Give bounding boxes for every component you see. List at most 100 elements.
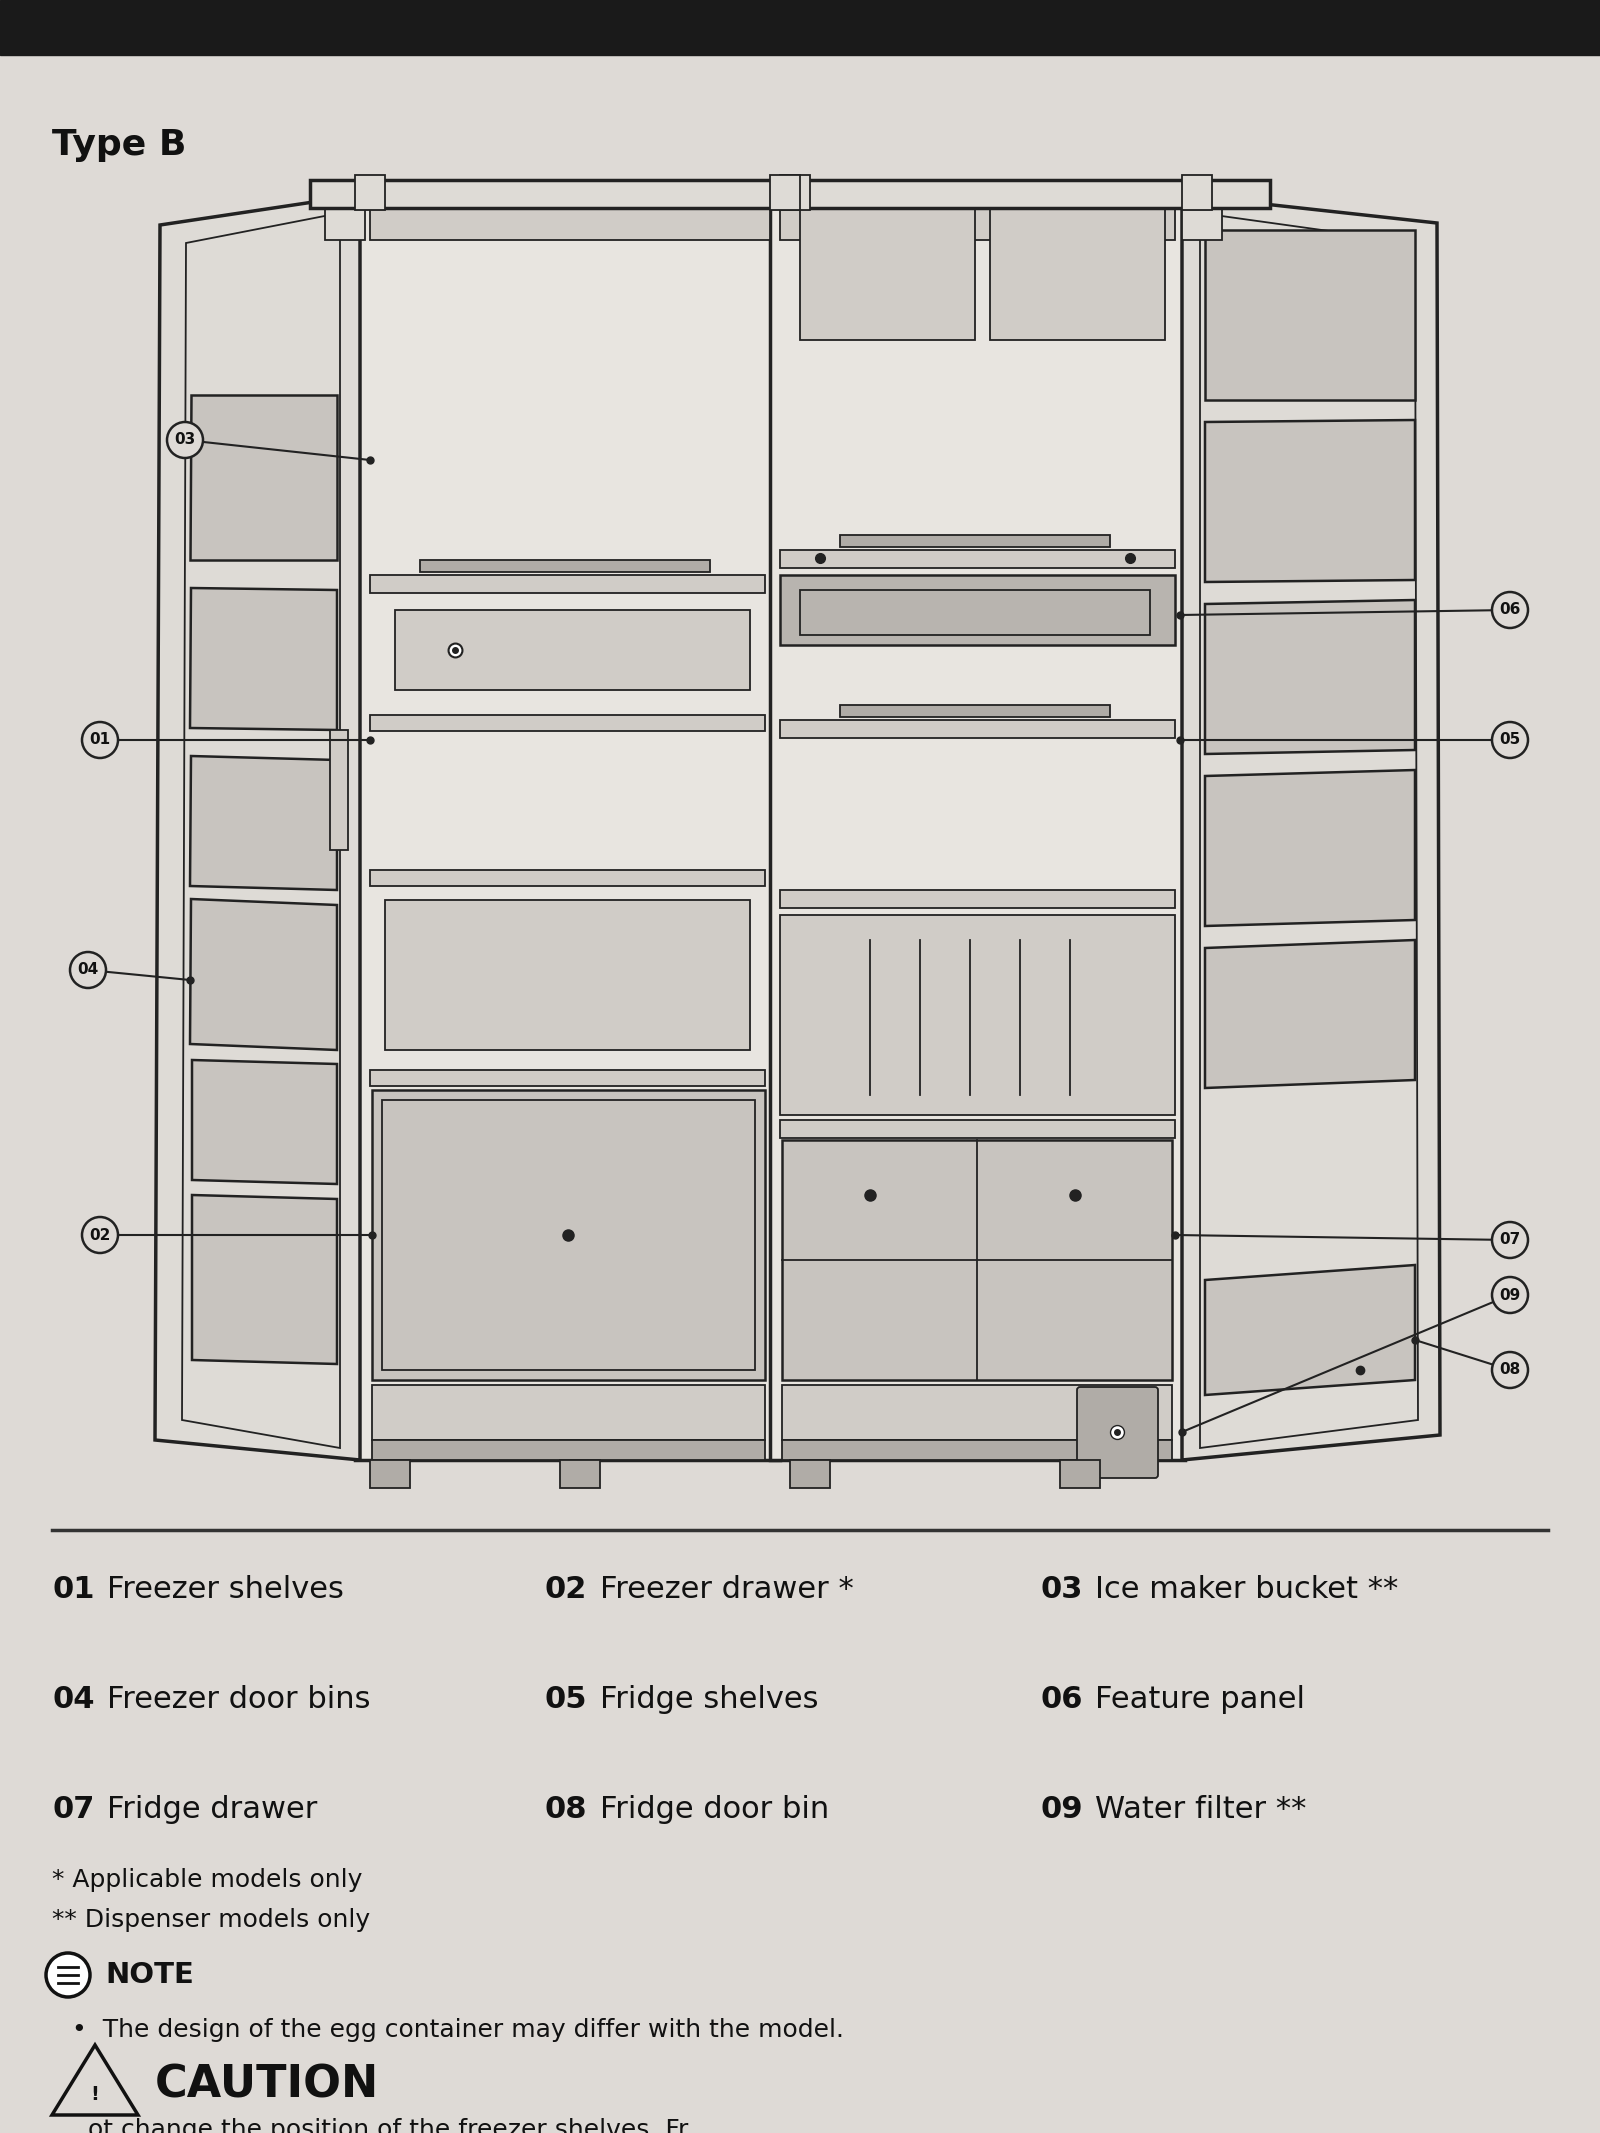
Polygon shape <box>155 194 360 1459</box>
Text: 09: 09 <box>1499 1288 1520 1303</box>
Text: 07: 07 <box>51 1796 94 1824</box>
Bar <box>330 729 349 849</box>
Polygon shape <box>192 1194 338 1363</box>
Bar <box>781 1120 1174 1139</box>
Text: !: ! <box>91 2086 99 2105</box>
Circle shape <box>166 422 203 459</box>
Text: 01: 01 <box>51 1576 94 1604</box>
Bar <box>1182 190 1222 241</box>
Text: Freezer shelves: Freezer shelves <box>107 1576 344 1604</box>
Text: •  The design of the egg container may differ with the model.: • The design of the egg container may di… <box>72 2018 845 2041</box>
Circle shape <box>1491 1352 1528 1389</box>
Polygon shape <box>1182 194 1440 1459</box>
Text: 05: 05 <box>1499 732 1520 747</box>
Bar <box>325 190 365 241</box>
Bar <box>371 1384 765 1440</box>
Bar <box>782 1440 1171 1459</box>
Text: 03: 03 <box>1040 1576 1082 1604</box>
Text: Fridge drawer: Fridge drawer <box>107 1796 317 1824</box>
Text: 06: 06 <box>1040 1685 1083 1715</box>
Text: 04: 04 <box>51 1685 94 1715</box>
Bar <box>370 201 770 241</box>
Bar <box>370 715 765 732</box>
Text: ot change the position of the freezer shelves. Fr...: ot change the position of the freezer sh… <box>72 2118 710 2133</box>
Bar <box>419 561 710 572</box>
Polygon shape <box>1205 941 1414 1088</box>
Text: Freezer door bins: Freezer door bins <box>107 1685 371 1715</box>
FancyBboxPatch shape <box>1077 1386 1158 1478</box>
Text: Fridge shelves: Fridge shelves <box>600 1685 819 1715</box>
Circle shape <box>1491 1278 1528 1314</box>
Bar <box>840 535 1110 546</box>
Polygon shape <box>1205 230 1414 401</box>
Bar <box>990 201 1165 339</box>
Bar <box>355 194 781 1459</box>
Polygon shape <box>1205 599 1414 753</box>
Text: Type B: Type B <box>51 128 186 162</box>
Text: 06: 06 <box>1499 602 1520 616</box>
Polygon shape <box>1205 420 1414 582</box>
Text: 02: 02 <box>90 1226 110 1244</box>
Bar <box>840 706 1110 717</box>
Bar <box>382 1101 755 1369</box>
Text: 09: 09 <box>1040 1796 1083 1824</box>
Text: 01: 01 <box>90 732 110 747</box>
FancyBboxPatch shape <box>386 900 750 1049</box>
Polygon shape <box>1205 1265 1414 1395</box>
Bar <box>790 1459 830 1489</box>
Bar <box>371 1090 765 1380</box>
Bar <box>355 175 386 209</box>
Bar <box>370 576 765 593</box>
Text: 02: 02 <box>546 1576 587 1604</box>
Bar <box>310 179 1270 209</box>
Text: Fridge door bin: Fridge door bin <box>600 1796 829 1824</box>
Bar <box>370 1459 410 1489</box>
Circle shape <box>1491 721 1528 757</box>
Bar <box>781 175 810 209</box>
Text: 04: 04 <box>77 962 99 977</box>
Polygon shape <box>190 898 338 1049</box>
Bar <box>371 1440 765 1459</box>
Circle shape <box>82 721 118 757</box>
Polygon shape <box>190 755 338 889</box>
Bar <box>395 610 750 689</box>
Bar <box>1059 1459 1101 1489</box>
Bar <box>781 915 1174 1116</box>
Text: Freezer drawer *: Freezer drawer * <box>600 1576 854 1604</box>
Text: Feature panel: Feature panel <box>1094 1685 1306 1715</box>
Bar <box>781 576 1174 644</box>
Circle shape <box>82 1218 118 1252</box>
Bar <box>370 1071 765 1086</box>
Bar <box>560 1459 600 1489</box>
Text: 08: 08 <box>1499 1363 1520 1378</box>
Text: 05: 05 <box>546 1685 587 1715</box>
Bar <box>782 1139 1171 1380</box>
Text: 07: 07 <box>1499 1233 1520 1248</box>
Bar <box>781 550 1174 567</box>
Bar <box>781 889 1174 909</box>
Circle shape <box>70 951 106 988</box>
Polygon shape <box>1205 770 1414 926</box>
Text: 03: 03 <box>174 433 195 448</box>
Bar <box>370 870 765 885</box>
Bar <box>782 1384 1171 1440</box>
Text: Water filter **: Water filter ** <box>1094 1796 1306 1824</box>
Polygon shape <box>190 395 338 561</box>
Bar <box>781 721 1174 738</box>
Bar <box>800 591 1150 636</box>
Bar <box>1182 175 1213 209</box>
Circle shape <box>1491 593 1528 627</box>
Bar <box>770 175 800 209</box>
Text: CAUTION: CAUTION <box>155 2063 379 2107</box>
Text: ** Dispenser models only: ** Dispenser models only <box>51 1909 370 1932</box>
Bar <box>781 201 1174 241</box>
Bar <box>0 0 1600 55</box>
Bar <box>770 194 1186 1459</box>
Circle shape <box>46 1954 90 1996</box>
Polygon shape <box>192 1060 338 1184</box>
Circle shape <box>1491 1222 1528 1258</box>
Text: NOTE: NOTE <box>106 1960 194 1988</box>
Bar <box>800 201 974 339</box>
Text: 08: 08 <box>546 1796 587 1824</box>
Text: Ice maker bucket **: Ice maker bucket ** <box>1094 1576 1398 1604</box>
